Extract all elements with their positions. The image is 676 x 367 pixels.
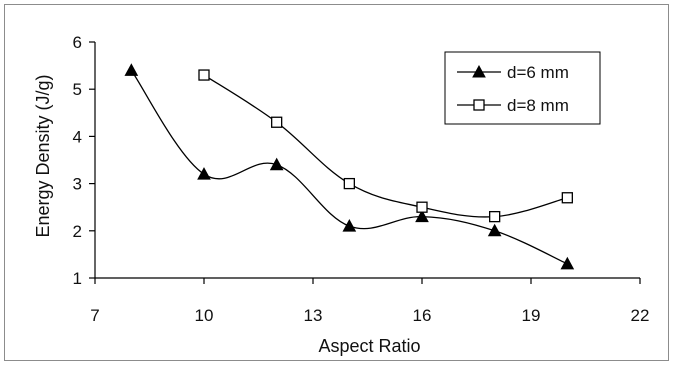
y-tick-label: 4 (73, 127, 82, 146)
data-point (343, 177, 355, 190)
x-tick-label: 22 (631, 306, 650, 325)
legend-label: d=8 mm (507, 96, 569, 115)
data-point (271, 116, 283, 128)
legend-marker (473, 99, 485, 111)
series-1 (124, 63, 575, 270)
data-point (197, 167, 211, 180)
axes (94, 42, 640, 279)
y-tick-label: 1 (73, 269, 82, 288)
legend-marker (472, 64, 486, 78)
legend: d=6 mm d=8 mm (444, 51, 601, 125)
data-point (415, 209, 429, 223)
y-tick-label: 2 (73, 222, 82, 241)
ticks: 1 2 3 4 5 6 7 10 13 16 19 22 (73, 33, 650, 325)
legend-box (444, 51, 601, 125)
x-tick-label: 7 (90, 306, 99, 325)
legend-label: d=6 mm (507, 63, 569, 82)
data-point (269, 157, 284, 171)
data-point (342, 219, 357, 232)
y-axis-label: Energy Density (J/g) (33, 74, 53, 237)
series-2 (198, 69, 573, 223)
y-tick-label: 6 (73, 33, 82, 52)
legend-entry: d=8 mm (457, 96, 569, 115)
x-tick-label: 10 (195, 306, 214, 325)
data-point (198, 69, 210, 81)
legend-entry: d=6 mm (457, 63, 569, 82)
data-point (416, 201, 428, 213)
x-tick-label: 13 (304, 306, 323, 325)
y-tick-label: 5 (73, 80, 82, 99)
data-point (489, 210, 501, 223)
x-tick-label: 16 (413, 306, 432, 325)
data-point (561, 192, 573, 204)
series-layer (124, 63, 575, 270)
data-point (560, 256, 575, 270)
y-tick-label: 3 (73, 175, 82, 194)
data-point (124, 63, 139, 76)
data-point (487, 223, 502, 237)
x-axis-label: Aspect Ratio (318, 336, 420, 356)
x-tick-label: 19 (522, 306, 541, 325)
